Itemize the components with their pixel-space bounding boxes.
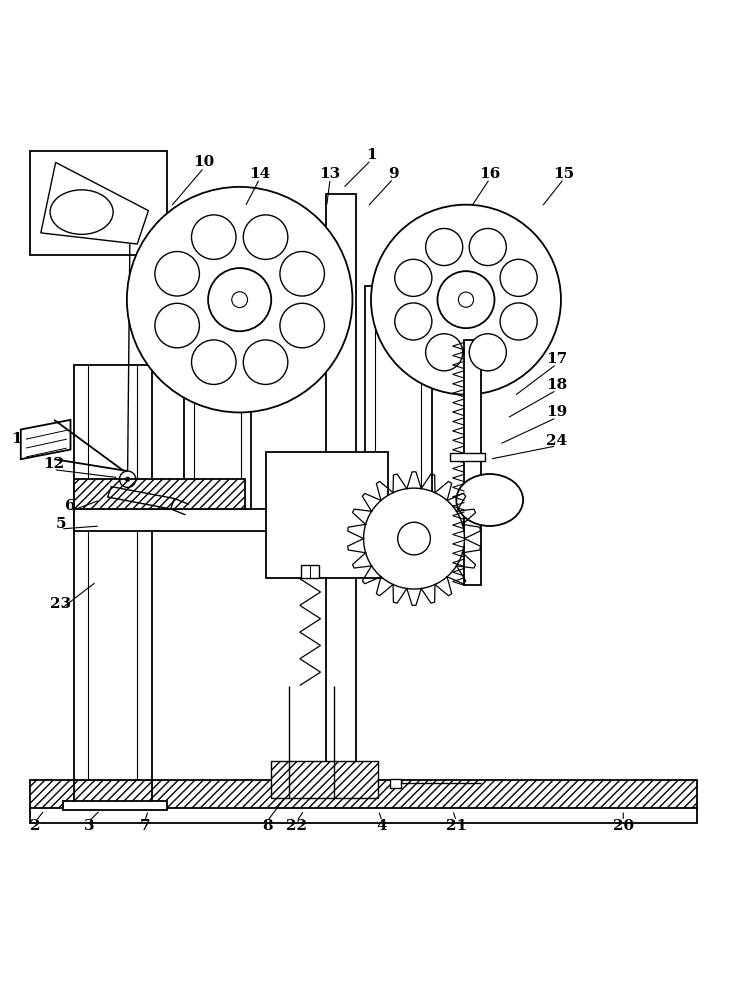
Text: 16: 16	[479, 167, 500, 181]
Circle shape	[395, 303, 432, 340]
Text: 6: 6	[65, 499, 76, 513]
Text: 5: 5	[56, 517, 66, 531]
Bar	[63, 801, 167, 810]
Bar	[74, 365, 152, 780]
Bar	[74, 479, 245, 509]
Text: 4: 4	[377, 819, 387, 833]
Text: 2: 2	[30, 819, 41, 833]
Text: 18: 18	[546, 378, 567, 392]
Text: 17: 17	[546, 352, 567, 366]
Ellipse shape	[456, 474, 523, 526]
Bar	[365, 286, 432, 509]
Circle shape	[426, 228, 463, 266]
Circle shape	[469, 228, 506, 266]
Text: 10: 10	[194, 155, 214, 169]
Circle shape	[371, 205, 561, 395]
Text: 11: 11	[12, 432, 33, 446]
Bar	[30, 808, 697, 823]
Text: 9: 9	[388, 167, 398, 181]
Circle shape	[243, 215, 288, 259]
Text: 8: 8	[262, 819, 272, 833]
Text: 1: 1	[366, 148, 376, 162]
Text: 20: 20	[613, 819, 634, 833]
Circle shape	[426, 334, 463, 371]
Bar	[390, 779, 401, 788]
Text: 24: 24	[546, 434, 567, 448]
Bar	[30, 780, 697, 810]
Bar	[184, 286, 251, 509]
Bar	[74, 509, 267, 531]
Circle shape	[125, 477, 130, 481]
Circle shape	[191, 340, 236, 384]
Bar	[301, 565, 319, 578]
Text: 3: 3	[84, 819, 94, 833]
Polygon shape	[21, 420, 70, 459]
Circle shape	[395, 259, 432, 296]
Text: 15: 15	[554, 167, 574, 181]
Bar	[464, 340, 481, 585]
Circle shape	[364, 488, 464, 589]
Circle shape	[127, 187, 352, 412]
Bar	[450, 453, 485, 461]
Text: 19: 19	[546, 405, 567, 419]
Bar	[30, 151, 167, 255]
Bar	[266, 452, 388, 578]
Circle shape	[155, 303, 200, 348]
Text: 7: 7	[139, 819, 150, 833]
Bar	[326, 194, 356, 780]
Circle shape	[500, 259, 537, 296]
Polygon shape	[108, 487, 174, 509]
Text: 21: 21	[446, 819, 467, 833]
Circle shape	[155, 252, 200, 296]
Bar	[271, 761, 378, 798]
Text: 13: 13	[320, 167, 341, 181]
Circle shape	[280, 303, 324, 348]
Circle shape	[191, 215, 236, 259]
Text: 12: 12	[43, 457, 64, 471]
Text: 14: 14	[249, 167, 270, 181]
Text: 22: 22	[286, 819, 307, 833]
Circle shape	[280, 252, 324, 296]
Text: 23: 23	[50, 597, 71, 611]
Circle shape	[243, 340, 288, 384]
Circle shape	[500, 303, 537, 340]
Circle shape	[469, 334, 506, 371]
